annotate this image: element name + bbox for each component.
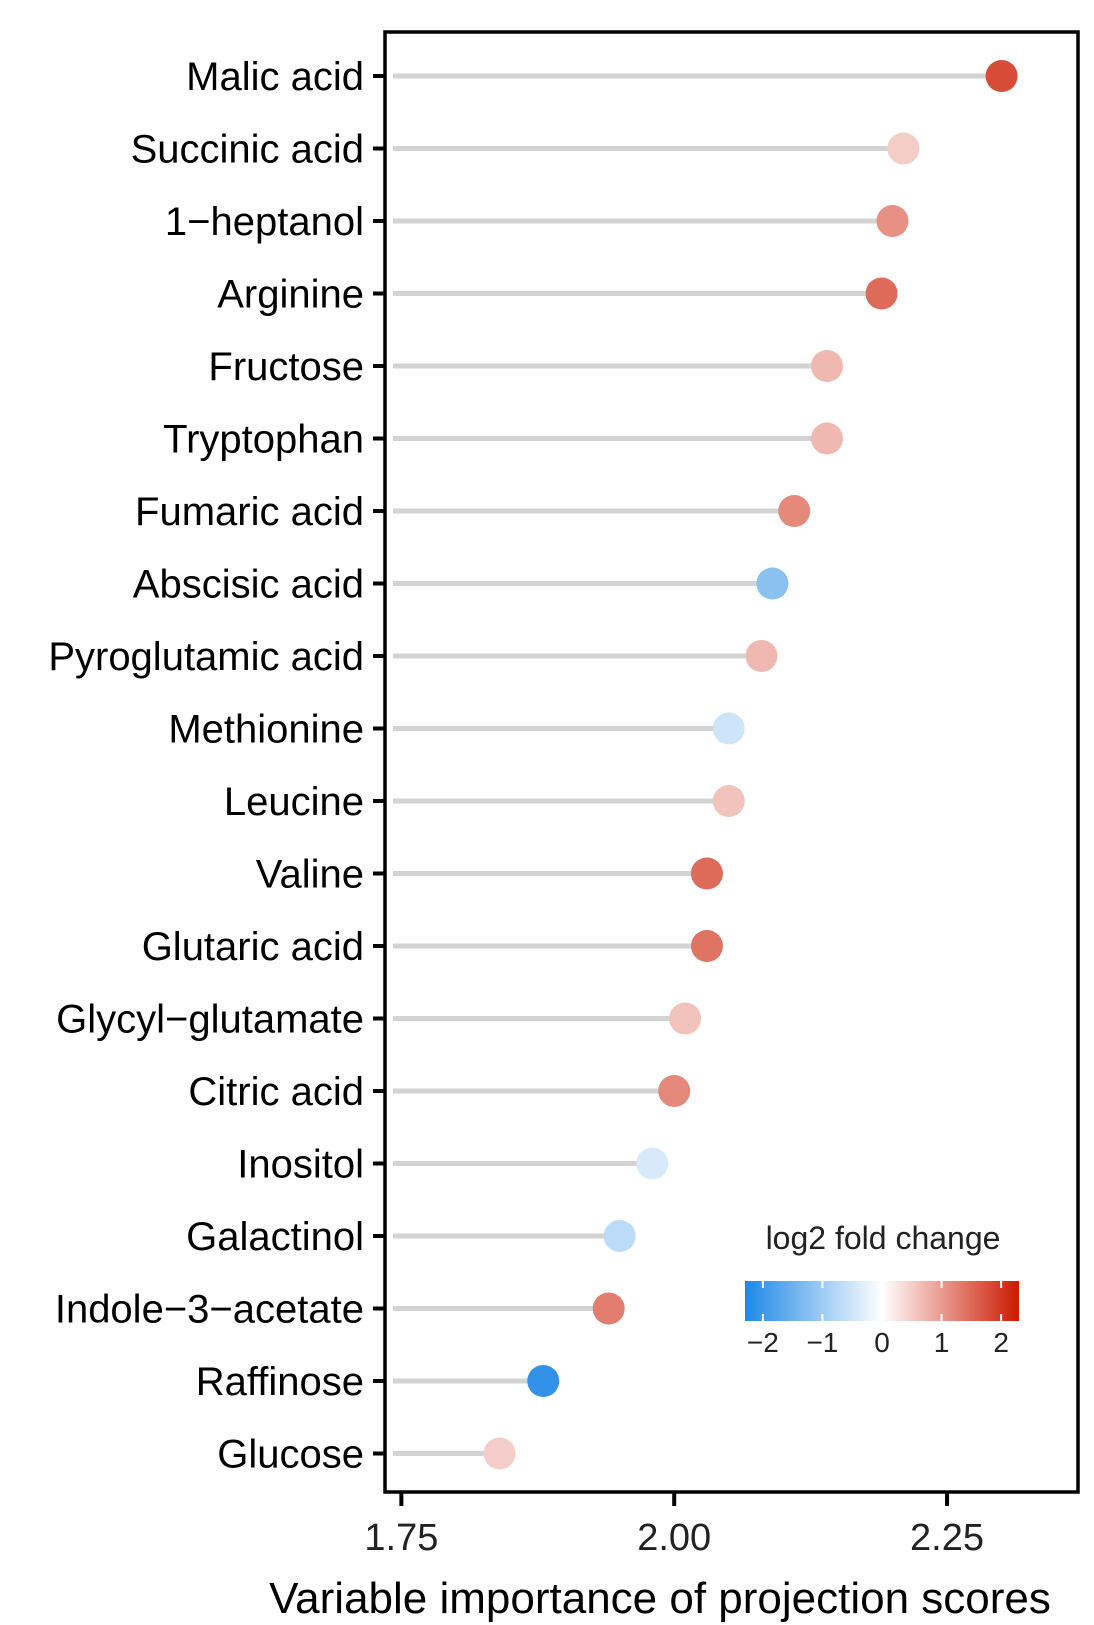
legend-tick-label: −2: [747, 1327, 779, 1358]
category-label: Inositol: [237, 1143, 364, 1187]
category-labels: Malic acid Succinic acid 1−heptanol Arginin…: [48, 55, 385, 1477]
category-label: Citric acid: [188, 1070, 364, 1114]
legend-tick-label: 1: [934, 1327, 950, 1358]
category-label: Galactinol: [186, 1215, 364, 1259]
data-point: [690, 930, 723, 962]
data-point: [810, 350, 843, 382]
category-label: Methionine: [168, 708, 364, 752]
data-point: [603, 1220, 636, 1252]
stems-layer: [393, 73, 1002, 1456]
category-label: Valine: [256, 853, 364, 897]
data-point: [592, 1292, 625, 1325]
category-label: Abscisic acid: [133, 563, 364, 607]
data-point: [636, 1147, 669, 1180]
data-point: [712, 785, 745, 817]
legend-title: log2 fold change: [766, 1220, 1001, 1256]
data-point: [527, 1365, 560, 1397]
category-label: Succinic acid: [131, 128, 364, 172]
legend-ticks: −2 −1 0 1 2: [747, 1281, 1009, 1358]
category-label: Glycyl−glutamate: [56, 998, 364, 1042]
data-point: [810, 422, 843, 455]
data-point: [690, 857, 723, 890]
legend-tick-label: −1: [806, 1327, 838, 1358]
category-label: Arginine: [217, 273, 364, 317]
data-point: [745, 640, 778, 672]
data-point: [756, 567, 789, 600]
legend-tick-label: 0: [874, 1327, 890, 1358]
data-point: [658, 1075, 691, 1107]
x-axis: 1.75 2.00 2.25: [364, 1492, 984, 1559]
color-legend: log2 fold change −2 −1 0 1 2: [745, 1220, 1019, 1358]
category-label: Indole−3−acetate: [55, 1288, 364, 1332]
category-label: Tryptophan: [163, 418, 364, 462]
data-point: [778, 495, 811, 527]
data-point: [483, 1437, 516, 1470]
category-label: Malic acid: [186, 55, 364, 99]
category-label: 1−heptanol: [165, 200, 364, 244]
category-label: Fructose: [208, 345, 364, 389]
data-point: [865, 277, 898, 310]
points-layer: [483, 60, 1018, 1470]
category-label: Raffinose: [196, 1360, 364, 1404]
data-point: [669, 1002, 702, 1035]
data-point: [887, 132, 920, 165]
category-label: Fumaric acid: [135, 490, 364, 534]
category-label: Pyroglutamic acid: [48, 635, 364, 679]
legend-tick-label: 2: [993, 1327, 1009, 1358]
data-point: [712, 712, 745, 745]
x-tick-label: 2.25: [910, 1517, 984, 1559]
x-axis-title: Variable importance of projection scores: [269, 1574, 1051, 1623]
x-tick-label: 2.00: [637, 1517, 711, 1559]
category-label: Glucose: [217, 1433, 364, 1477]
x-tick-label: 1.75: [364, 1517, 438, 1559]
plot-panel-border: [383, 30, 1080, 1494]
data-point: [985, 60, 1018, 92]
category-label: Glutaric acid: [142, 925, 364, 969]
data-point: [876, 205, 909, 237]
category-label: Leucine: [224, 780, 364, 824]
